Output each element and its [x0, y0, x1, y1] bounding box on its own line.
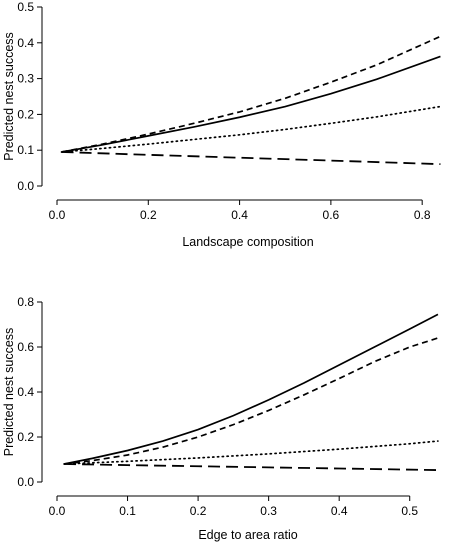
y-tick-label: 0.2 — [17, 107, 34, 121]
series-line-solid — [63, 313, 439, 465]
chart-edge-to-area-ratio: 0.0 0.2 0.4 0.6 0.8 0.0 0.1 0.2 0.3 0.4 0.5 Edge to… — [2, 295, 439, 542]
y-tick-label: 0.4 — [17, 385, 34, 399]
y-axis-label: Predicted nest success — [2, 32, 16, 161]
x-tick-label: 0.2 — [140, 208, 157, 222]
series-line-short-dash — [63, 337, 439, 465]
y-tick-label: 0.6 — [17, 340, 34, 354]
x-tick-label: 0.1 — [119, 504, 136, 518]
x-axis-label: Edge to area ratio — [198, 528, 297, 542]
y-tick-label: 0.4 — [17, 36, 34, 50]
y-tick-label: 0.1 — [17, 143, 34, 157]
y-tick-label: 0.2 — [17, 430, 34, 444]
chart-landscape-composition: 0.0 0.1 0.2 0.3 0.4 0.5 0.0 0.2 0.4 0.6 0.8 Landsca… — [2, 0, 442, 249]
series-line-dotted — [60, 105, 442, 153]
x-tick-label: 0.4 — [331, 504, 348, 518]
x-tick-label: 0.4 — [231, 208, 248, 222]
x-tick-label: 0.0 — [49, 504, 66, 518]
x-tick-label: 0.0 — [49, 208, 66, 222]
x-tick-label: 0.8 — [414, 208, 431, 222]
y-tick-label: 0.8 — [17, 295, 34, 309]
y-tick-label: 0.3 — [17, 72, 34, 86]
x-tick-label: 0.5 — [401, 504, 418, 518]
y-tick-label: 0.5 — [17, 0, 34, 14]
x-tick-label: 0.2 — [190, 504, 207, 518]
x-tick-label: 0.3 — [260, 504, 277, 518]
series-line-solid — [61, 55, 441, 153]
x-axis-label: Landscape composition — [182, 235, 313, 249]
y-tick-label: 0.0 — [17, 475, 34, 489]
series-line-long-dash — [64, 463, 438, 471]
y-tick-label: 0.0 — [17, 179, 34, 193]
series-line-short-dash — [61, 35, 441, 153]
y-axis-label: Predicted nest success — [2, 328, 16, 457]
x-tick-label: 0.6 — [323, 208, 340, 222]
series-line-long-dash — [61, 151, 441, 166]
series-line-dotted — [63, 440, 439, 465]
